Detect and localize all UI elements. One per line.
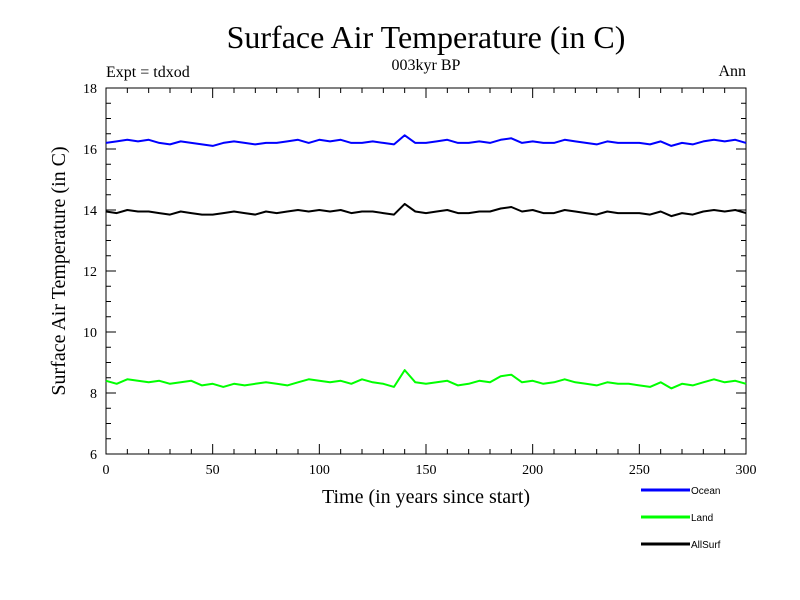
axis-tick-labels: 0 50 100 150 200 250 300 6 8 10 12 14 16 18 xyxy=(83,82,757,478)
y-tick-label: 6 xyxy=(90,448,97,463)
x-tick-label: 150 xyxy=(416,463,437,478)
series-line-ocean xyxy=(105,134,747,147)
period-label: Ann xyxy=(718,63,746,80)
y-tick-label: 10 xyxy=(83,326,97,341)
experiment-label: Expt = tdxod xyxy=(106,64,190,81)
y-tick-label: 16 xyxy=(83,143,97,158)
series-line-allsurf xyxy=(105,202,747,218)
y-tick-label: 8 xyxy=(90,387,97,402)
x-tick-label: 0 xyxy=(103,463,110,478)
y-tick-label: 14 xyxy=(83,204,97,219)
chart-subtitle: 003kyr BP xyxy=(392,57,461,74)
x-tick-label: 50 xyxy=(206,463,220,478)
axis-ticks xyxy=(105,87,747,455)
legend-label-land: Land xyxy=(691,513,713,524)
series-line-land xyxy=(105,369,747,390)
legend-label-ocean: Ocean xyxy=(691,486,720,497)
y-tick-label: 18 xyxy=(83,82,97,97)
legend-label-allsurf: AllSurf xyxy=(691,540,721,551)
x-tick-label: 100 xyxy=(309,463,330,478)
y-axis-label: Surface Air Temperature (in C) xyxy=(48,146,70,395)
chart-title: Surface Air Temperature (in C) xyxy=(227,19,626,55)
x-tick-label: 250 xyxy=(629,463,650,478)
x-tick-label: 200 xyxy=(522,463,543,478)
y-tick-label: 12 xyxy=(83,265,97,280)
x-axis-label: Time (in years since start) xyxy=(322,486,530,508)
series-lines xyxy=(105,134,747,390)
x-tick-label: 300 xyxy=(736,463,757,478)
legend: Ocean Land AllSurf xyxy=(641,486,721,551)
